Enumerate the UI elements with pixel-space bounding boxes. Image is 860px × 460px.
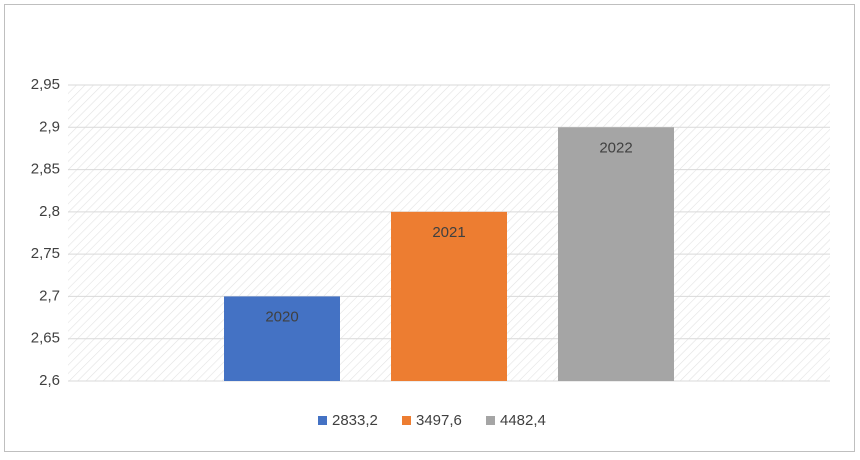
y-tick-label: 2,7 [39,287,60,304]
y-tick-label: 2,95 [31,76,60,93]
y-tick-label: 2,6 [39,372,60,389]
data-label: 2020 [265,308,298,325]
y-tick-label: 2,85 [31,161,60,178]
legend-swatch [318,416,327,425]
legend-label: 4482,4 [500,412,546,429]
y-tick-label: 2,8 [39,203,60,220]
legend-swatch [486,416,495,425]
bar [391,211,507,381]
legend-label: 2833,2 [332,412,378,429]
legend-swatch [402,416,411,425]
y-tick-label: 2,9 [39,118,60,135]
y-tick-label: 2,65 [31,330,60,347]
bar [558,127,674,382]
y-tick-label: 2,75 [31,245,60,262]
legend-label: 3497,6 [416,412,462,429]
bar [224,296,340,381]
data-label: 2021 [432,224,465,241]
data-label: 2022 [599,139,632,156]
